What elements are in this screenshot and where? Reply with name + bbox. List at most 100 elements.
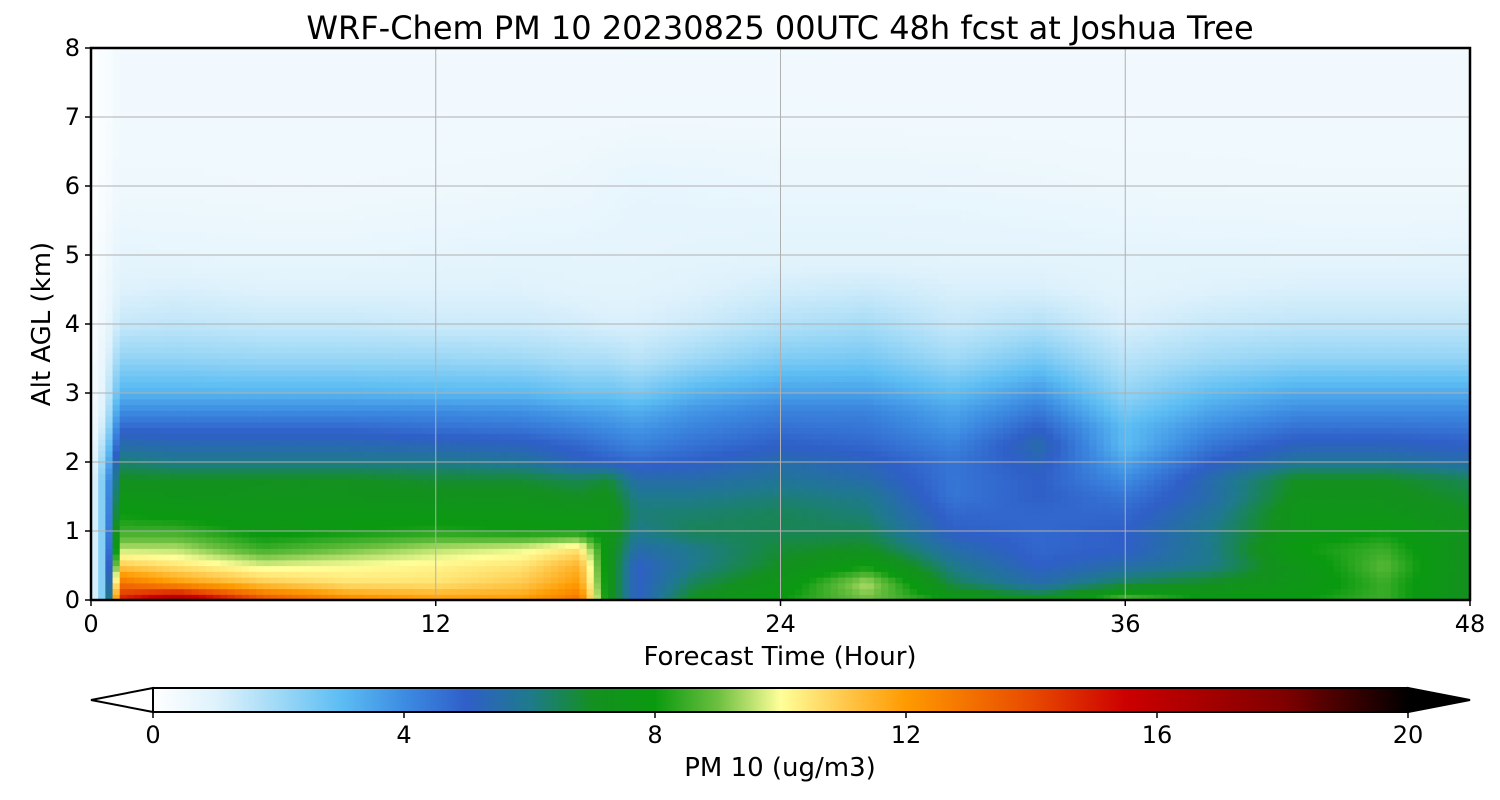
pm10-cell xyxy=(1390,450,1399,457)
pm10-cell xyxy=(1376,462,1385,469)
pm10-cell xyxy=(823,582,832,590)
pm10-cell xyxy=(586,479,595,486)
pm10-cell xyxy=(1225,571,1234,578)
pm10-cell xyxy=(1168,594,1177,600)
pm10-cell xyxy=(1225,565,1234,572)
pm10-cell xyxy=(708,571,717,578)
pm10-cell xyxy=(579,473,588,480)
pm10-cell xyxy=(615,456,624,463)
pm10-cell xyxy=(1232,485,1241,492)
pm10-cell xyxy=(579,582,588,590)
pm10-cell xyxy=(766,554,774,561)
pm10-cell xyxy=(952,496,961,503)
pm10-cell xyxy=(241,490,250,498)
pm10-cell xyxy=(270,548,279,555)
pm10-cell xyxy=(1074,490,1083,498)
pm10-cell xyxy=(521,571,530,578)
pm10-cell xyxy=(1455,571,1464,578)
pm10-cell xyxy=(1189,450,1198,457)
pm10-cell xyxy=(1153,479,1162,486)
pm10-cell xyxy=(1211,462,1220,469)
pm10-cell xyxy=(313,462,322,469)
pm10-cell xyxy=(1448,554,1457,561)
pm10-cell xyxy=(292,479,300,486)
pm10-cell xyxy=(1189,571,1198,578)
pm10-cell xyxy=(1053,496,1062,503)
pm10-cell xyxy=(428,577,437,584)
pm10-cell xyxy=(155,542,164,549)
pm10-cell xyxy=(1103,450,1112,457)
pm10-cell xyxy=(1204,479,1213,486)
pm10-cell xyxy=(457,462,466,469)
pm10-cell xyxy=(1383,525,1392,532)
pm10-cell xyxy=(557,548,566,555)
pm10-cell xyxy=(349,531,358,538)
pm10-cell xyxy=(888,519,897,526)
pm10-cell xyxy=(909,588,918,595)
pm10-cell xyxy=(931,565,940,572)
pm10-cell xyxy=(557,502,566,509)
pm10-cell xyxy=(205,577,214,584)
pm10-cell xyxy=(249,479,257,486)
pm10-cell xyxy=(170,588,178,595)
pm10-cell xyxy=(658,588,667,595)
pm10-cell xyxy=(349,496,358,503)
pm10-cell xyxy=(694,554,703,561)
pm10-cell xyxy=(809,536,818,544)
pm10-cell xyxy=(1268,502,1277,509)
pm10-cell xyxy=(1074,473,1083,480)
pm10-cell xyxy=(1003,531,1011,538)
pm10-cell xyxy=(1182,456,1191,463)
pm10-cell xyxy=(701,559,710,567)
pm10-cell xyxy=(1297,456,1306,463)
pm10-cell xyxy=(1426,594,1435,600)
pm10-cell xyxy=(744,513,753,521)
pm10-cell xyxy=(751,531,760,538)
pm10-cell xyxy=(1118,559,1126,567)
pm10-cell xyxy=(1261,565,1270,572)
pm10-cell xyxy=(600,554,609,561)
pm10-cell xyxy=(1405,548,1414,555)
pm10-cell xyxy=(1290,473,1299,480)
pm10-cell xyxy=(1276,450,1284,457)
pm10-cell xyxy=(435,513,444,521)
pm10-cell xyxy=(507,450,516,457)
pm10-cell xyxy=(1254,542,1263,549)
pm10-cell xyxy=(141,588,150,595)
pm10-cell xyxy=(565,473,573,480)
pm10-cell xyxy=(220,594,229,600)
pm10-cell xyxy=(1103,508,1112,515)
pm10-cell xyxy=(1182,519,1191,526)
pm10-cell xyxy=(1412,519,1421,526)
pm10-cell xyxy=(213,554,221,561)
pm10-cell xyxy=(550,565,559,572)
pm10-cell xyxy=(794,462,803,469)
pm10-cell xyxy=(213,519,221,526)
pm10-cell xyxy=(378,582,387,590)
pm10-cell xyxy=(428,548,437,555)
pm10-cell xyxy=(1161,588,1169,595)
pm10-cell xyxy=(859,513,868,521)
pm10-cell xyxy=(342,548,351,555)
pm10-cell xyxy=(320,490,329,498)
pm10-cell xyxy=(751,594,760,600)
pm10-cell xyxy=(565,496,573,503)
pm10-cell xyxy=(435,542,444,549)
pm10-cell xyxy=(902,554,911,561)
pm10-cell xyxy=(1139,571,1148,578)
pm10-cell xyxy=(1340,519,1349,526)
pm10-cell xyxy=(995,542,1004,549)
pm10-cell xyxy=(112,548,121,555)
pm10-cell xyxy=(672,594,681,600)
pm10-cell xyxy=(1053,554,1062,561)
pm10-cell xyxy=(471,559,480,567)
pm10-cell xyxy=(263,559,272,567)
pm10-cell xyxy=(342,531,351,538)
pm10-cell xyxy=(723,519,731,526)
pm10-cell xyxy=(134,473,142,480)
pm10-cell xyxy=(859,582,868,590)
pm10-cell xyxy=(392,496,401,503)
pm10-cell xyxy=(1369,577,1378,584)
pm10-cell xyxy=(1290,536,1299,544)
pm10-cell xyxy=(852,525,861,532)
